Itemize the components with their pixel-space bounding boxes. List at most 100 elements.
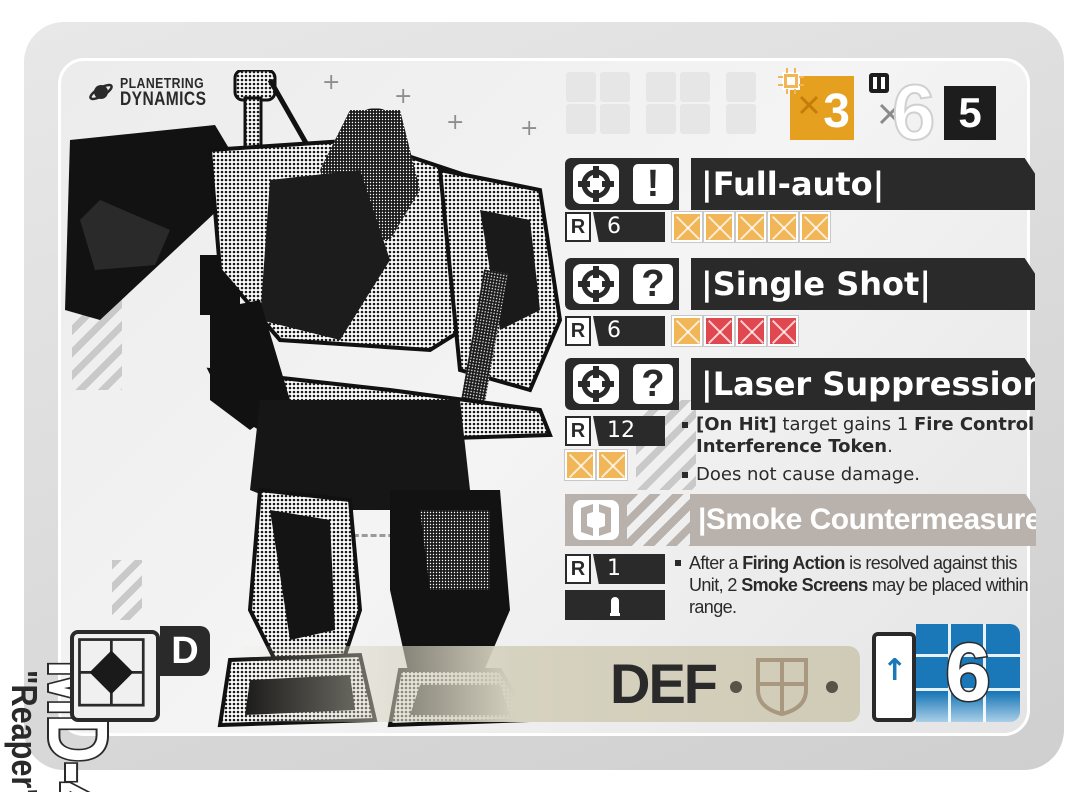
- defense-value-box: 6: [916, 624, 1020, 722]
- rule-keyword: Smoke Screens: [741, 575, 868, 595]
- damage-pips: [671, 315, 799, 347]
- crosshair-icon: [578, 366, 614, 402]
- ghost-square: [566, 104, 596, 134]
- defense-value: 6: [944, 627, 993, 718]
- weapon-type: [565, 158, 627, 210]
- hazard-stripes: [112, 560, 142, 620]
- separator-dot: [730, 681, 742, 693]
- range-label: R: [565, 416, 591, 446]
- pip-yellow: [671, 211, 703, 243]
- ghost-square: [726, 72, 756, 102]
- brand-line-1: PLANETRING: [120, 75, 205, 92]
- weapon-type: [565, 358, 627, 410]
- weapon-range: R 6: [565, 316, 665, 346]
- weapon-type: [565, 258, 627, 310]
- chip-icon: [778, 68, 804, 94]
- ghost-square: [646, 72, 676, 102]
- stat-armor-value: 5: [944, 86, 996, 140]
- weapon-range: R 6: [565, 212, 665, 242]
- plus-mark: +: [394, 84, 413, 109]
- crosshair-icon: [578, 266, 614, 302]
- weapon-rules: [On Hit] target gains 1 Fire Control Int…: [682, 414, 1038, 492]
- rule-item: [On Hit] target gains 1 Fire Control Int…: [682, 414, 1038, 458]
- stat-structure: 6: [866, 71, 940, 153]
- ghost-square: [646, 104, 676, 134]
- defense-label: DEF: [610, 652, 718, 715]
- unit-title: MD-4B "Reaper" Type II: [0, 600, 127, 792]
- rule-text: .: [887, 436, 893, 457]
- unit-variant: "Reaper" Type II: [4, 670, 45, 792]
- hazard-stripes: [627, 494, 690, 546]
- ghost-square: [680, 72, 710, 102]
- brand-line-2: DYNAMICS: [120, 89, 207, 110]
- weapon-mode-symbol: ?: [633, 364, 673, 404]
- weapon-name: |Laser Suppression|: [691, 358, 1035, 410]
- target-diamond-icon: [78, 638, 145, 707]
- range-value: 12: [593, 416, 665, 446]
- weapon-mode: ?: [627, 358, 679, 410]
- weapon-mode: !: [627, 158, 679, 210]
- pip-red: [735, 315, 767, 347]
- rule-text: Does not cause damage.: [696, 464, 920, 485]
- structure-icon: [869, 73, 889, 93]
- weapon-row[interactable]: ? |Single Shot|: [565, 258, 1035, 310]
- weapon-mode: ?: [627, 258, 679, 310]
- class-badge: [70, 630, 160, 722]
- pip-yellow: [596, 449, 628, 481]
- rule-keyword: [On Hit]: [696, 414, 777, 435]
- stat-chip-value: 3: [823, 85, 850, 138]
- rule-keyword: Fire Control Interference Token: [696, 414, 1035, 457]
- weapon-name: |Full-auto|: [691, 158, 1035, 210]
- plus-mark: +: [520, 116, 539, 141]
- stat-structure-value: 6: [891, 68, 936, 156]
- pip-yellow: [799, 211, 831, 243]
- rule-item: After a Firing Action is resolved agains…: [675, 552, 1045, 618]
- weapon-mode-symbol: ?: [633, 264, 673, 304]
- stat-chip: 3: [778, 68, 854, 140]
- ghost-square: [726, 104, 756, 134]
- ammo-icon: [610, 597, 620, 616]
- system-name[interactable]: |Smoke Countermeasures|: [690, 494, 1036, 546]
- separator-dot: [826, 681, 838, 693]
- smoke-icon: [581, 504, 611, 536]
- plus-mark: +: [322, 70, 341, 95]
- brand-name: PLANETRING DYNAMICS: [120, 75, 207, 110]
- range-value: 6: [593, 316, 665, 346]
- plus-mark: +: [446, 110, 465, 135]
- weapon-row[interactable]: ? |Laser Suppression|: [565, 358, 1035, 410]
- brand-logo: PLANETRING DYNAMICS: [88, 75, 225, 110]
- range-label: R: [565, 212, 591, 242]
- rule-item: Does not cause damage.: [682, 464, 1038, 486]
- rule-text: is resolved against this Unit, 2: [689, 553, 1017, 595]
- defense-value-block: ↑ 6: [872, 624, 1020, 722]
- pip-yellow: [564, 449, 596, 481]
- range-value: 6: [593, 212, 665, 242]
- pip-yellow: [703, 211, 735, 243]
- planet-ring-icon: [89, 83, 113, 101]
- class-letter: D: [160, 626, 210, 676]
- weapon-mode-symbol: !: [633, 164, 673, 204]
- weapon-row[interactable]: ! |Full-auto|: [565, 158, 1035, 210]
- system-range: R 1: [565, 554, 665, 584]
- times-icon: [799, 95, 819, 115]
- ghost-square: [600, 104, 630, 134]
- weapon-name: |Single Shot|: [691, 258, 1035, 310]
- rule-text: may be placed within range.: [689, 575, 1029, 617]
- rule-text: After a: [689, 553, 743, 573]
- ammo-counter: [565, 590, 665, 620]
- weapon-range: R 12: [565, 416, 665, 446]
- pip-red: [703, 315, 735, 347]
- range-value: 1: [593, 554, 665, 584]
- pip-yellow: [767, 211, 799, 243]
- damage-pips: [671, 211, 831, 243]
- pip-red: [767, 315, 799, 347]
- range-label: R: [565, 554, 591, 584]
- times-icon: [879, 103, 901, 125]
- shield-icon: [756, 658, 808, 717]
- ghost-square: [566, 72, 596, 102]
- damage-pips: [564, 449, 628, 481]
- rule-keyword: Firing Action: [742, 553, 845, 573]
- ghost-square: [680, 104, 710, 134]
- system-rules: After a Firing Action is resolved agains…: [675, 552, 1045, 624]
- range-label: R: [565, 316, 591, 346]
